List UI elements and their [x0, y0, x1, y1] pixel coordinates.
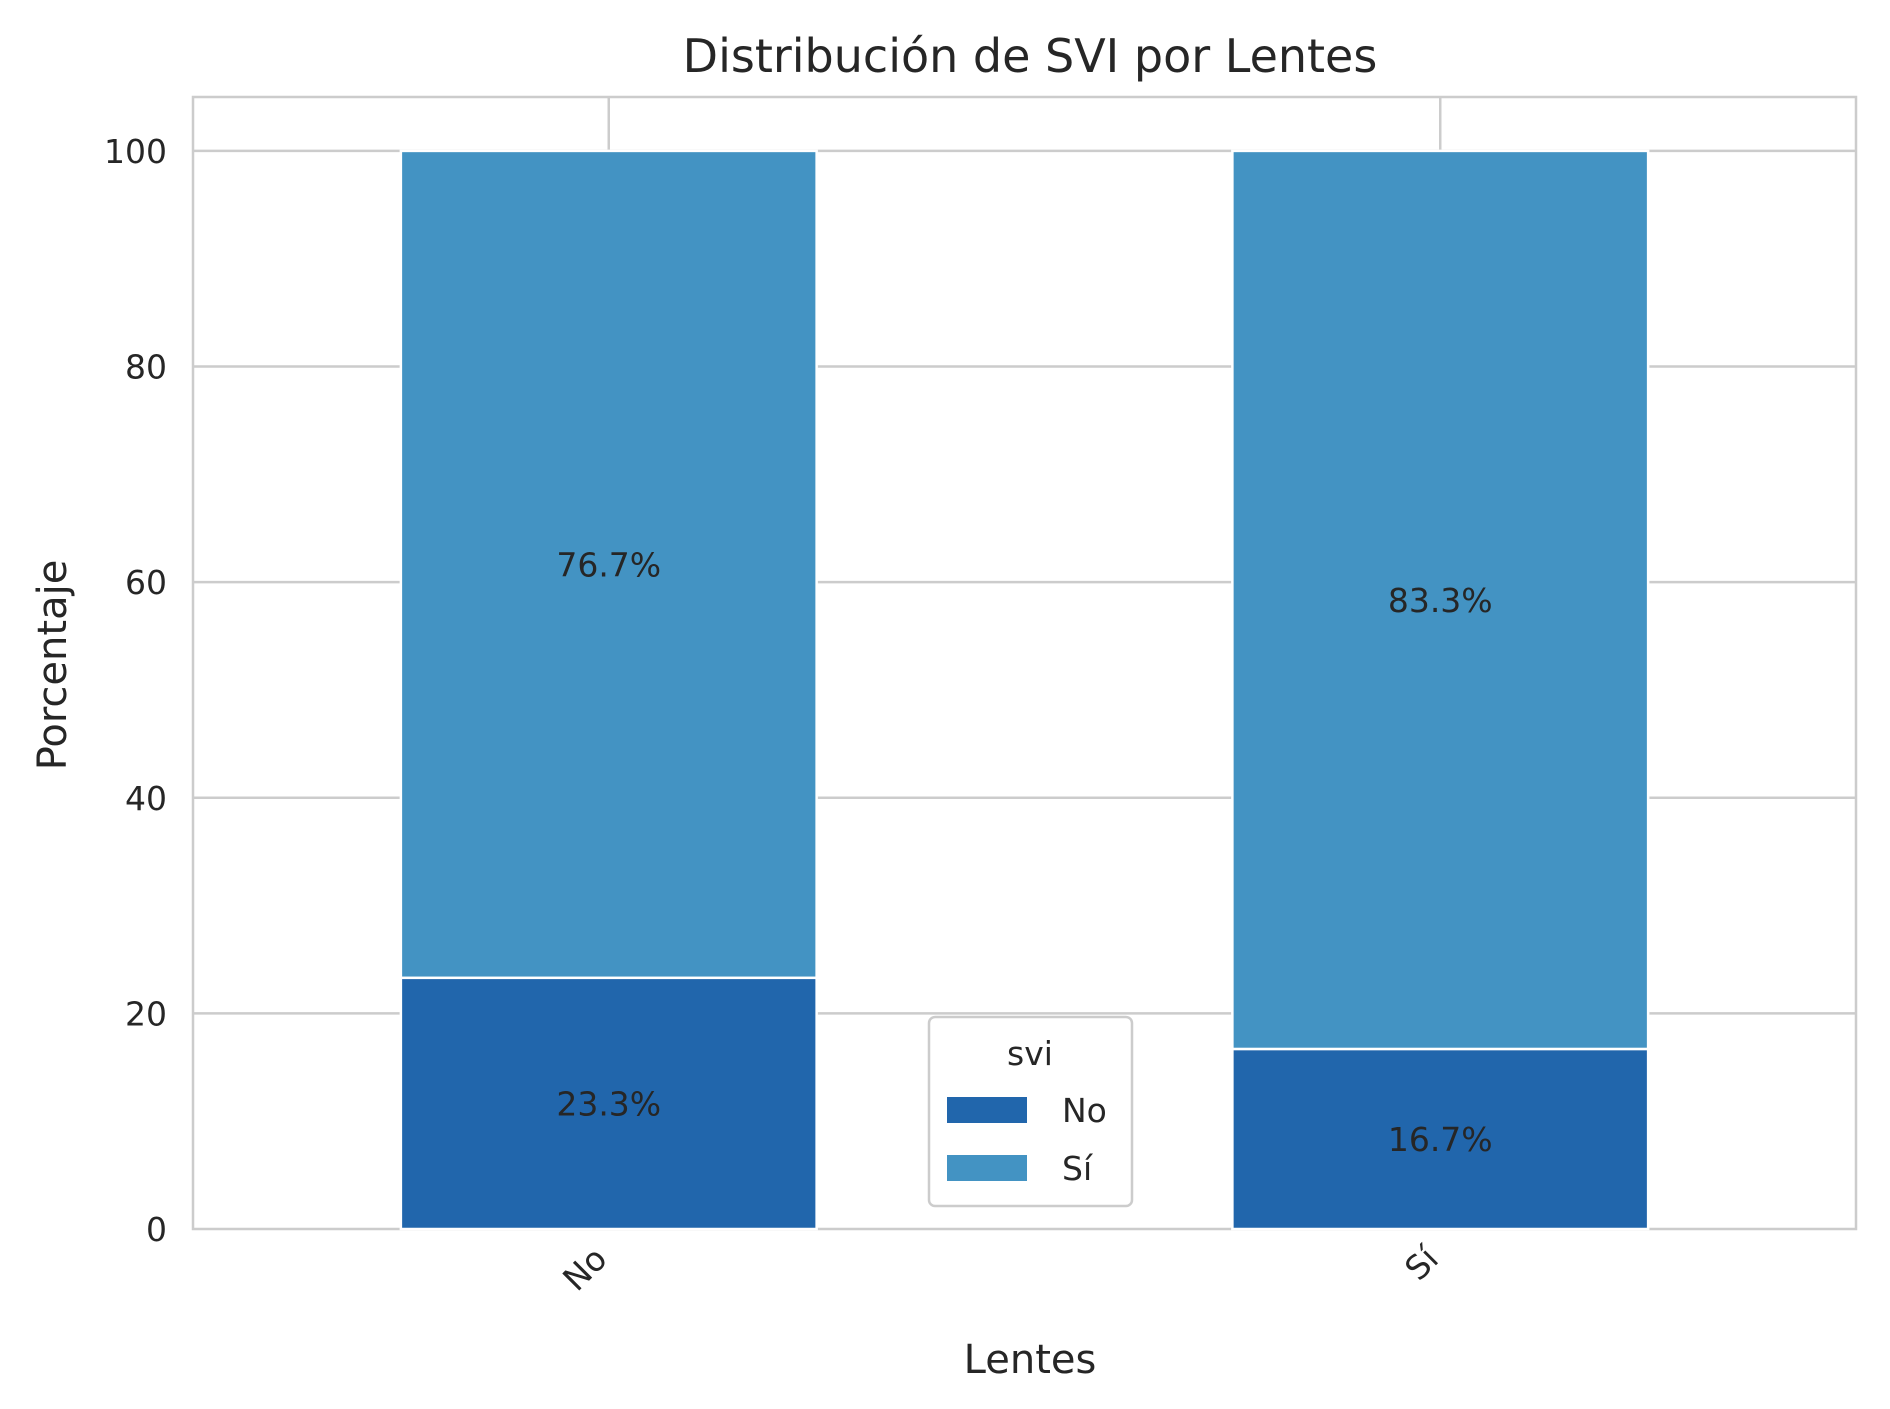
bar-s-1	[1231, 149, 1650, 1051]
x-tick-label: No	[555, 1239, 614, 1298]
legend-swatch-si	[947, 1155, 1027, 1181]
chart-title: Distribución de SVI por Lentes	[683, 29, 1378, 83]
y-tick-label: 80	[125, 348, 167, 387]
x-tick-label: Sí	[1397, 1238, 1447, 1288]
y-axis-label: Porcentaje	[30, 560, 76, 771]
x-axis-label: Lentes	[964, 1337, 1097, 1383]
y-tick-labels: 0 20 40 60 80 100	[104, 132, 167, 1249]
bar-no-0	[399, 976, 818, 1231]
bar-s-0	[399, 149, 818, 980]
legend-label-si: Sí	[1062, 1149, 1094, 1188]
bars	[399, 149, 1650, 1231]
legend-title: svi	[1007, 1034, 1053, 1073]
legend: svi No Sí	[927, 1015, 1134, 1208]
legend-swatch-no	[947, 1097, 1027, 1123]
data-label: 76.7%	[556, 545, 661, 584]
y-tick-label: 0	[146, 1210, 167, 1249]
y-tick-label: 40	[125, 779, 167, 818]
y-tick-label: 20	[125, 994, 167, 1033]
data-label: 23.3%	[556, 1084, 661, 1123]
y-tick-label: 100	[104, 132, 167, 171]
bar-no-1	[1231, 1047, 1650, 1231]
data-label: 16.7%	[1388, 1120, 1493, 1159]
y-tick-label: 60	[125, 563, 167, 602]
legend-label-no: No	[1062, 1091, 1107, 1130]
data-label: 83.3%	[1388, 581, 1493, 620]
data-labels: 23.3% 76.7% 16.7% 83.3%	[556, 545, 1492, 1159]
x-tick-labels: No Sí	[555, 1238, 1447, 1299]
